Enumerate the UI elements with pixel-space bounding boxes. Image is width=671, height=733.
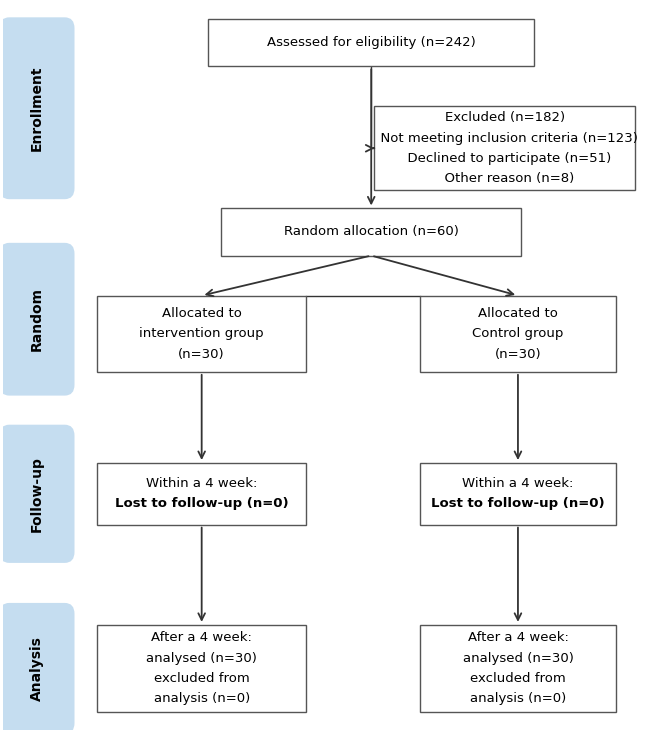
Text: Random allocation (n=60): Random allocation (n=60) — [284, 226, 459, 238]
Text: Allocated to: Allocated to — [478, 307, 558, 320]
Text: analysed (n=30): analysed (n=30) — [146, 652, 257, 665]
Text: (n=30): (n=30) — [495, 347, 541, 361]
Text: analysis (n=0): analysis (n=0) — [154, 693, 250, 705]
FancyBboxPatch shape — [97, 625, 306, 712]
Text: Random: Random — [30, 287, 44, 351]
Text: (n=30): (n=30) — [178, 347, 225, 361]
FancyBboxPatch shape — [374, 106, 635, 190]
Text: Lost to follow-up (n=0): Lost to follow-up (n=0) — [115, 498, 289, 510]
Text: analysis (n=0): analysis (n=0) — [470, 693, 566, 705]
Text: Assessed for eligibility (n=242): Assessed for eligibility (n=242) — [267, 37, 476, 49]
Text: Lost to follow-up (n=0): Lost to follow-up (n=0) — [431, 498, 605, 510]
Text: Within a 4 week:: Within a 4 week: — [146, 477, 258, 490]
FancyBboxPatch shape — [0, 424, 74, 563]
FancyBboxPatch shape — [420, 625, 616, 712]
Text: excluded from: excluded from — [470, 672, 566, 685]
Text: intervention group: intervention group — [140, 327, 264, 340]
Text: Declined to participate (n=51): Declined to participate (n=51) — [399, 152, 611, 165]
Text: After a 4 week:: After a 4 week: — [468, 631, 568, 644]
FancyBboxPatch shape — [208, 19, 534, 67]
FancyBboxPatch shape — [420, 295, 616, 372]
FancyBboxPatch shape — [0, 603, 74, 733]
Text: Control group: Control group — [472, 327, 564, 340]
FancyBboxPatch shape — [420, 463, 616, 525]
Text: Enrollment: Enrollment — [30, 65, 44, 151]
Text: excluded from: excluded from — [154, 672, 250, 685]
Text: Analysis: Analysis — [30, 636, 44, 701]
Text: Within a 4 week:: Within a 4 week: — [462, 477, 574, 490]
Text: Allocated to: Allocated to — [162, 307, 242, 320]
Text: Not meeting inclusion criteria (n=123): Not meeting inclusion criteria (n=123) — [372, 132, 638, 144]
FancyBboxPatch shape — [97, 463, 306, 525]
FancyBboxPatch shape — [221, 208, 521, 256]
FancyBboxPatch shape — [97, 295, 306, 372]
Text: Other reason (n=8): Other reason (n=8) — [435, 172, 574, 185]
FancyBboxPatch shape — [0, 243, 74, 396]
Text: After a 4 week:: After a 4 week: — [151, 631, 252, 644]
Text: Follow-up: Follow-up — [30, 456, 44, 531]
Text: analysed (n=30): analysed (n=30) — [462, 652, 574, 665]
FancyBboxPatch shape — [0, 18, 74, 199]
Text: Excluded (n=182): Excluded (n=182) — [445, 111, 565, 124]
